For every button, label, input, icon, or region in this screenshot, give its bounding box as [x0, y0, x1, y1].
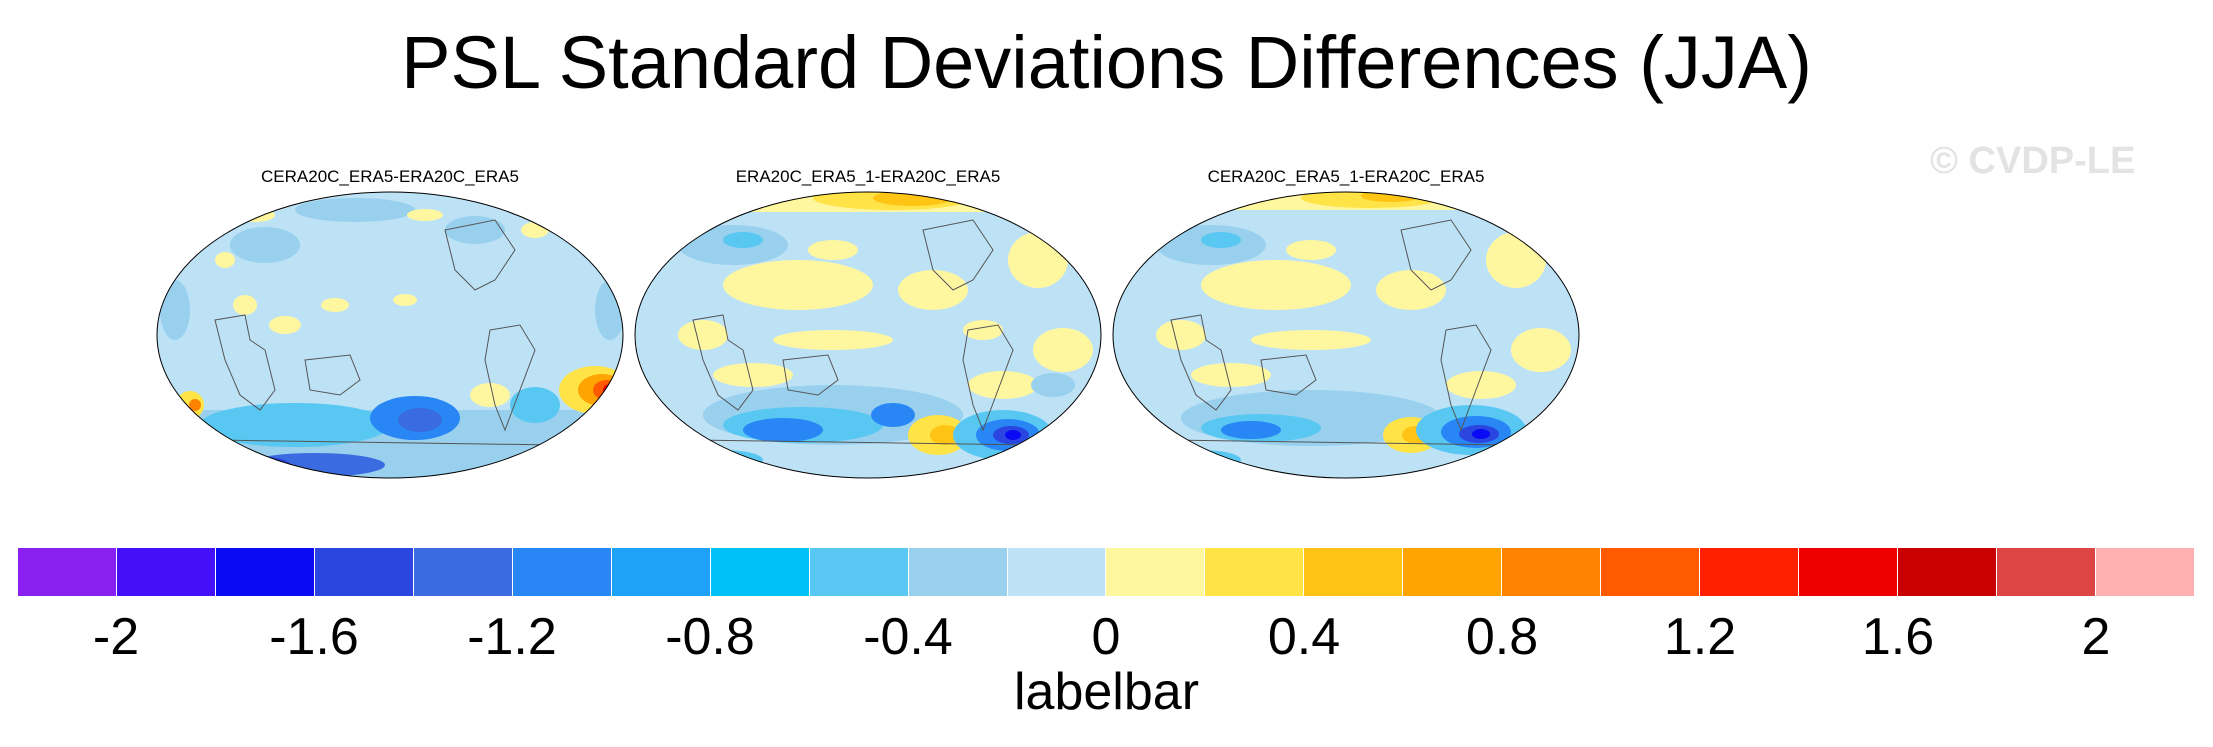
- colorbar-label: 0.8: [1465, 608, 1539, 666]
- colorbar-box: [1700, 548, 1800, 596]
- colorbar-box: [18, 548, 117, 596]
- colorbar-box: [1106, 548, 1206, 596]
- colorbar-box: [1799, 548, 1899, 596]
- colorbar-label: 2: [2081, 608, 2111, 666]
- colorbar-labels: -2 -1.6 -1.2 -0.8 -0.4 0 0.4 0.8 1.2 1.6 2: [0, 607, 2213, 667]
- watermark: © CVDP-LE: [1930, 140, 2136, 182]
- colorbar-label: 1.6: [1861, 608, 1935, 666]
- colorbar-box: [1601, 548, 1701, 596]
- colorbar-box: [314, 548, 414, 596]
- colorbar-box: [413, 548, 513, 596]
- colorbar-box: [1403, 548, 1503, 596]
- page-title: PSL Standard Deviations Differences (JJA…: [401, 21, 1812, 104]
- panel-title-1: CERA20C_ERA5-ERA20C_ERA5: [261, 167, 519, 186]
- panel-title-2: ERA20C_ERA5_1-ERA20C_ERA5: [735, 167, 1001, 186]
- map-panel-3: [1112, 191, 1580, 479]
- colorbar-box: [1502, 548, 1602, 596]
- colorbar-box: [512, 548, 612, 596]
- map-panel-1: [156, 191, 624, 479]
- colorbar-label: 1.2: [1663, 608, 1737, 666]
- colorbar-title: labelbar: [1013, 663, 1200, 721]
- colorbar: [17, 547, 2195, 597]
- colorbar-box: [1007, 548, 1107, 596]
- colorbar-label: 0.4: [1267, 608, 1341, 666]
- colorbar-box: [1898, 548, 1998, 596]
- colorbar-box: [215, 548, 315, 596]
- colorbar-label: -1.2: [467, 608, 557, 666]
- colorbar-box: [1205, 548, 1305, 596]
- colorbar-box: [1304, 548, 1404, 596]
- panel-title-3: CERA20C_ERA5_1-ERA20C_ERA5: [1207, 167, 1485, 186]
- colorbar-label: -0.8: [665, 608, 755, 666]
- colorbar-box: [1997, 548, 2097, 596]
- colorbar-label: 0: [1091, 608, 1121, 666]
- colorbar-label: -1.6: [269, 608, 359, 666]
- map-panel-2: [634, 191, 1102, 479]
- colorbar-box: [611, 548, 711, 596]
- colorbar-box: [908, 548, 1008, 596]
- colorbar-box: [2096, 548, 2194, 596]
- colorbar-box: [809, 548, 909, 596]
- colorbar-box: [116, 548, 216, 596]
- colorbar-label: -2: [92, 608, 140, 666]
- colorbar-box: [710, 548, 810, 596]
- colorbar-label: -0.4: [863, 608, 953, 666]
